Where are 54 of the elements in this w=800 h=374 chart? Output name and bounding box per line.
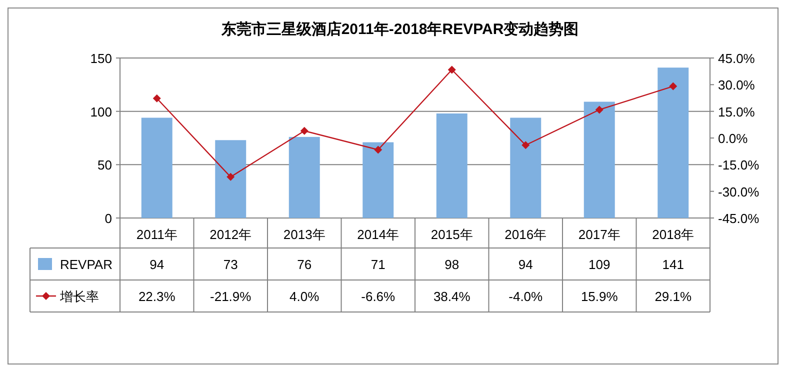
x-tick-label: 2013年 <box>283 227 326 242</box>
point <box>595 106 604 114</box>
data-label: 29.1% <box>654 289 692 304</box>
x-tick-label: 2018年 <box>652 227 694 242</box>
point <box>448 66 456 74</box>
x-tick-label: 2016年 <box>504 227 547 242</box>
point <box>152 94 161 102</box>
bar <box>215 140 246 218</box>
y-tick-label: 150 <box>90 51 112 66</box>
y2-tick-label: 45.0% <box>718 51 756 66</box>
point <box>522 141 530 150</box>
x-tick-label: 2011年 <box>136 227 178 242</box>
y2-tick-label: -30.0% <box>718 184 760 200</box>
data-label: 76 <box>297 257 312 272</box>
data-label: 98 <box>444 257 460 272</box>
data-label: 141 <box>662 257 684 272</box>
point <box>300 126 308 135</box>
x-tick-label: 2014年 <box>357 227 400 242</box>
bar <box>141 118 172 218</box>
chart-title: 东莞市三星级酒店2011年-2018年REVPAR变动趋势图 <box>220 20 579 38</box>
bar <box>288 136 320 218</box>
data-label: 94 <box>518 257 533 272</box>
data-label: -6.6% <box>361 289 396 304</box>
data-label: 71 <box>370 257 386 272</box>
data-label: 94 <box>150 257 164 272</box>
bar <box>658 68 689 218</box>
y-tick-label: 100 <box>90 104 112 120</box>
point <box>226 172 235 181</box>
legend-label: 增长率 <box>59 289 99 304</box>
data-label: -4.0% <box>508 289 544 304</box>
x-tick-label: 2012年 <box>210 227 252 242</box>
data-label: 15.9% <box>580 289 618 304</box>
y-tick-label: 50 <box>98 158 112 173</box>
y2-tick-label: 15.0% <box>718 104 756 120</box>
y2-tick-label: -45.0% <box>718 211 760 226</box>
data-label: -21.9% <box>210 289 252 304</box>
y2-tick-label: -15.0% <box>718 158 760 173</box>
y-tick-label: 0 <box>104 211 112 226</box>
bar <box>584 102 615 218</box>
bar <box>436 113 468 218</box>
data-label: 4.0% <box>290 289 320 304</box>
data-label: 73 <box>223 257 238 272</box>
point <box>669 82 678 90</box>
x-tick-label: 2015年 <box>430 227 473 242</box>
point <box>374 146 382 154</box>
data-label: 109 <box>588 257 610 272</box>
x-tick-label: 2017年 <box>578 227 620 242</box>
y2-tick-label: 0.0% <box>718 131 748 146</box>
bar <box>362 142 394 218</box>
data-label: 38.4% <box>433 289 471 304</box>
y2-tick-label: 30.0% <box>718 78 756 93</box>
legend-label: REVPAR <box>60 257 112 272</box>
data-label: 22.3% <box>138 289 176 304</box>
bar <box>510 118 542 218</box>
